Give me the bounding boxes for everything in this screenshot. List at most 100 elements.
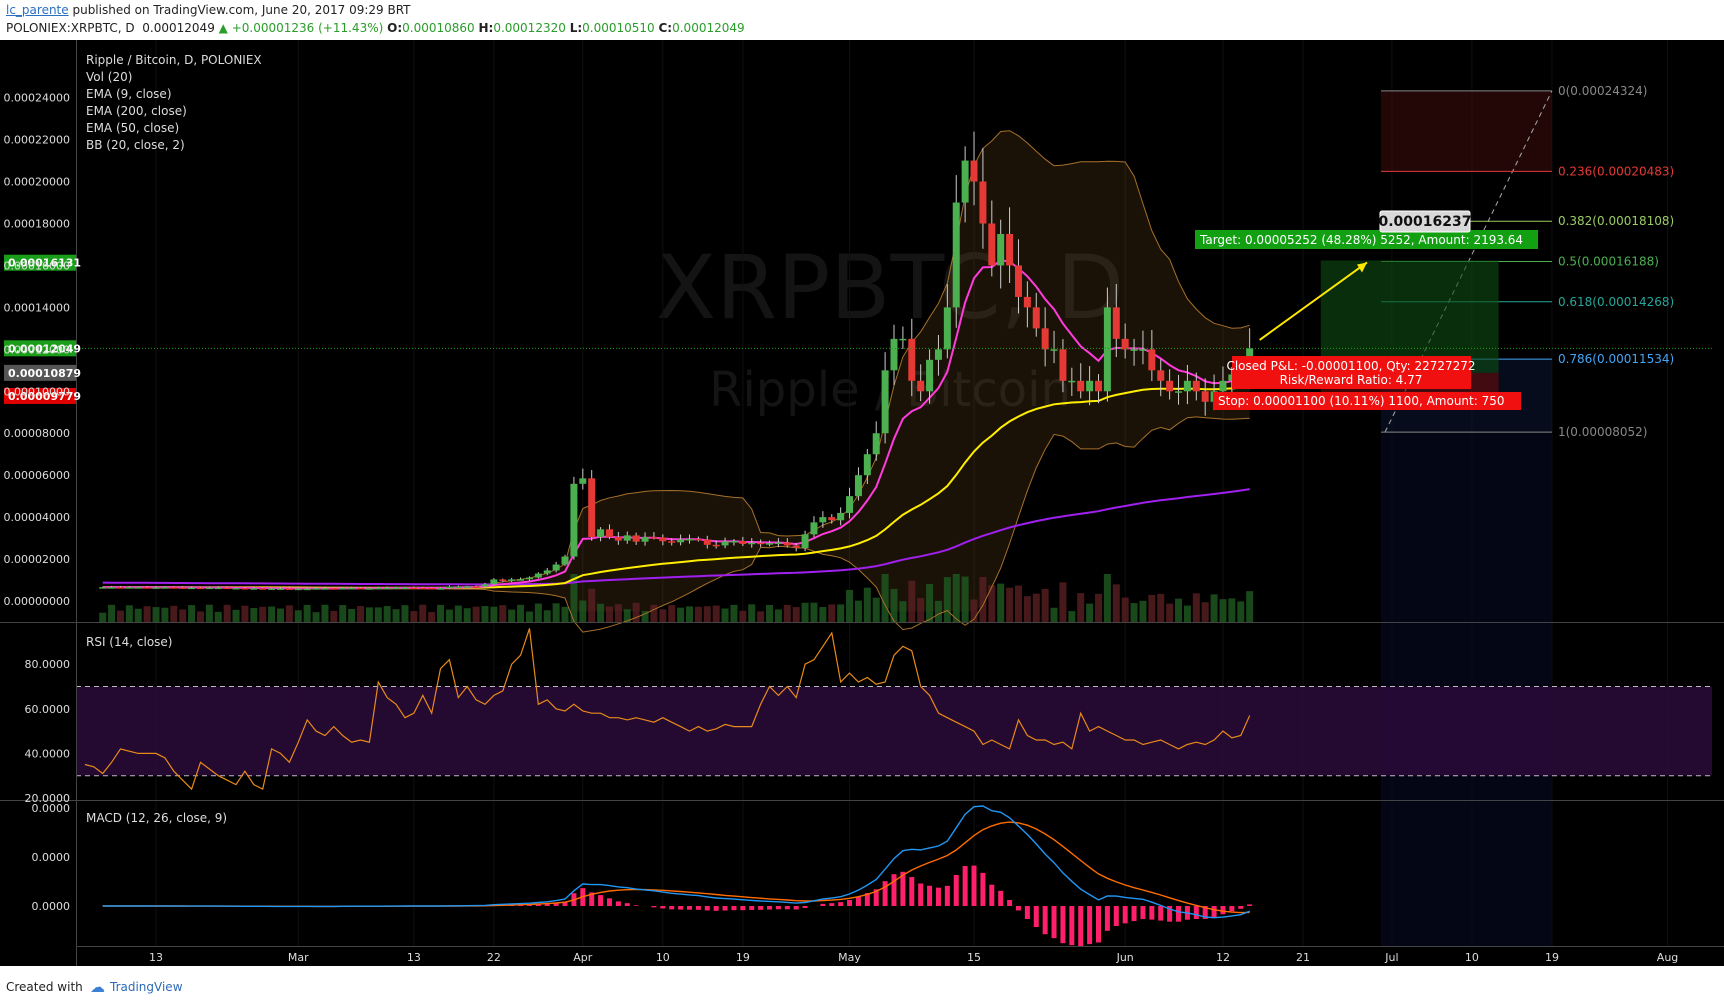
macd-axis-label: 0.0000 bbox=[32, 851, 71, 864]
volume-bar bbox=[1219, 599, 1227, 622]
volume-bar bbox=[179, 609, 187, 622]
volume-bar bbox=[1068, 611, 1076, 622]
volume-bar bbox=[766, 604, 774, 622]
candle-body bbox=[330, 588, 338, 590]
macd-histogram-bar bbox=[1131, 906, 1137, 922]
volume-bar bbox=[552, 603, 560, 622]
candle-body bbox=[543, 570, 551, 574]
macd-histogram-bar bbox=[669, 906, 675, 910]
volume-bar bbox=[445, 609, 453, 622]
macd-histogram-bar bbox=[1015, 906, 1021, 911]
candle-body bbox=[517, 579, 525, 581]
macd-histogram-bar bbox=[873, 889, 879, 906]
tradingview-logo-icon[interactable]: ☁ bbox=[90, 978, 105, 996]
created-with-label: Created with bbox=[6, 980, 83, 994]
volume-bar bbox=[365, 607, 373, 622]
volume-bar bbox=[339, 605, 347, 622]
price-tag-box bbox=[4, 254, 76, 271]
volume-bar bbox=[1166, 603, 1174, 622]
volume-bar bbox=[970, 599, 978, 622]
macd-histogram-bar bbox=[1229, 906, 1235, 912]
volume-bar bbox=[428, 612, 436, 622]
macd-histogram-bar bbox=[1033, 906, 1039, 928]
candle-body bbox=[1130, 349, 1138, 351]
candle-body bbox=[1059, 349, 1067, 381]
stop-label-box bbox=[1213, 392, 1521, 410]
volume-bar bbox=[1086, 603, 1094, 622]
price-axis-label: 0.00024000 bbox=[4, 92, 70, 105]
candle-body bbox=[1103, 307, 1111, 392]
volume-bar bbox=[934, 600, 942, 622]
chart-canvas[interactable]: XRPBTC, D Ripple / Bitcoin 0(0.00024324)… bbox=[0, 40, 1724, 966]
time-axis-label: May bbox=[838, 951, 861, 964]
candle-body bbox=[588, 478, 596, 538]
candle-body bbox=[463, 586, 471, 588]
risk-reward-label: Risk/Reward Ratio: 4.77 bbox=[1280, 373, 1423, 387]
macd-histogram-bar bbox=[1140, 906, 1146, 920]
candle-body bbox=[481, 584, 489, 587]
candle-body bbox=[525, 577, 533, 580]
price-tag-box bbox=[4, 340, 76, 357]
candle-body bbox=[597, 529, 605, 538]
volume-bar bbox=[632, 602, 640, 622]
tradingview-brand[interactable]: TradingView bbox=[110, 980, 183, 994]
fib-zone bbox=[1381, 90, 1552, 172]
macd-histogram-bar bbox=[1220, 906, 1226, 915]
target-label: Target: 0.00005252 (48.28%) 5252, Amount… bbox=[1199, 233, 1523, 247]
candle-body bbox=[819, 517, 827, 523]
volume-bar bbox=[312, 612, 320, 622]
volume-bar bbox=[597, 603, 605, 622]
candle-body bbox=[134, 587, 142, 589]
candle-body bbox=[1041, 328, 1049, 350]
candle-body bbox=[116, 587, 124, 589]
macd-histogram-bar bbox=[784, 906, 790, 910]
candle-body bbox=[437, 588, 445, 590]
projection-arrow bbox=[1259, 261, 1368, 341]
candle-body bbox=[623, 535, 631, 541]
volume-bar bbox=[116, 610, 124, 622]
macd-histogram-bar bbox=[1087, 906, 1093, 945]
candle-body bbox=[988, 223, 996, 266]
candle-body bbox=[161, 587, 169, 589]
legend-ema50: EMA (50, close) bbox=[86, 121, 179, 135]
volume-bar bbox=[1041, 588, 1049, 622]
price-axis-label: 0.00016000 bbox=[4, 259, 70, 272]
price-axis-label: 0.00014000 bbox=[4, 301, 70, 314]
candle-body bbox=[757, 542, 765, 545]
candle-body bbox=[1121, 338, 1129, 350]
legend-symbol: Ripple / Bitcoin, D, POLONIEX bbox=[86, 53, 262, 67]
candle-body bbox=[108, 587, 116, 589]
volume-bar bbox=[1032, 593, 1040, 622]
volume-bar bbox=[437, 604, 445, 622]
macd-histogram-bar bbox=[722, 906, 728, 911]
candle-body bbox=[232, 588, 240, 590]
candle-body bbox=[783, 542, 791, 546]
volume-bar bbox=[205, 604, 213, 622]
candle-body bbox=[152, 587, 160, 589]
position-tool[interactable]: Target: 0.00005252 (48.28%) 5252, Amount… bbox=[1195, 210, 1538, 410]
candle-body bbox=[828, 517, 836, 521]
volume-bar bbox=[721, 608, 729, 622]
volume-bar bbox=[170, 605, 178, 622]
candle-body bbox=[1086, 380, 1094, 392]
macd-histogram-bar bbox=[998, 890, 1004, 906]
price-change: +0.00001236 (+11.43%) bbox=[231, 21, 384, 35]
candle-body bbox=[605, 529, 613, 538]
candle-body bbox=[899, 338, 907, 341]
macd-histogram-bar bbox=[1193, 906, 1199, 920]
volume-bar bbox=[517, 604, 525, 622]
price-axis-label: 0.00022000 bbox=[4, 134, 70, 147]
candle-body bbox=[1219, 380, 1227, 392]
volume-bar bbox=[881, 574, 889, 622]
candle-body bbox=[445, 586, 453, 589]
volume-bar bbox=[321, 604, 329, 622]
volume-bar bbox=[401, 605, 409, 622]
fib-level-label: 0.786(0.00011534) bbox=[1558, 352, 1674, 366]
candle-body bbox=[961, 160, 969, 203]
volume-bar bbox=[152, 607, 160, 622]
time-axis-label: 22 bbox=[487, 951, 501, 964]
author-link[interactable]: lc_parente bbox=[6, 3, 69, 17]
volume-bar bbox=[1157, 593, 1165, 622]
volume-bar bbox=[1077, 593, 1085, 622]
volume-bar bbox=[99, 612, 107, 622]
